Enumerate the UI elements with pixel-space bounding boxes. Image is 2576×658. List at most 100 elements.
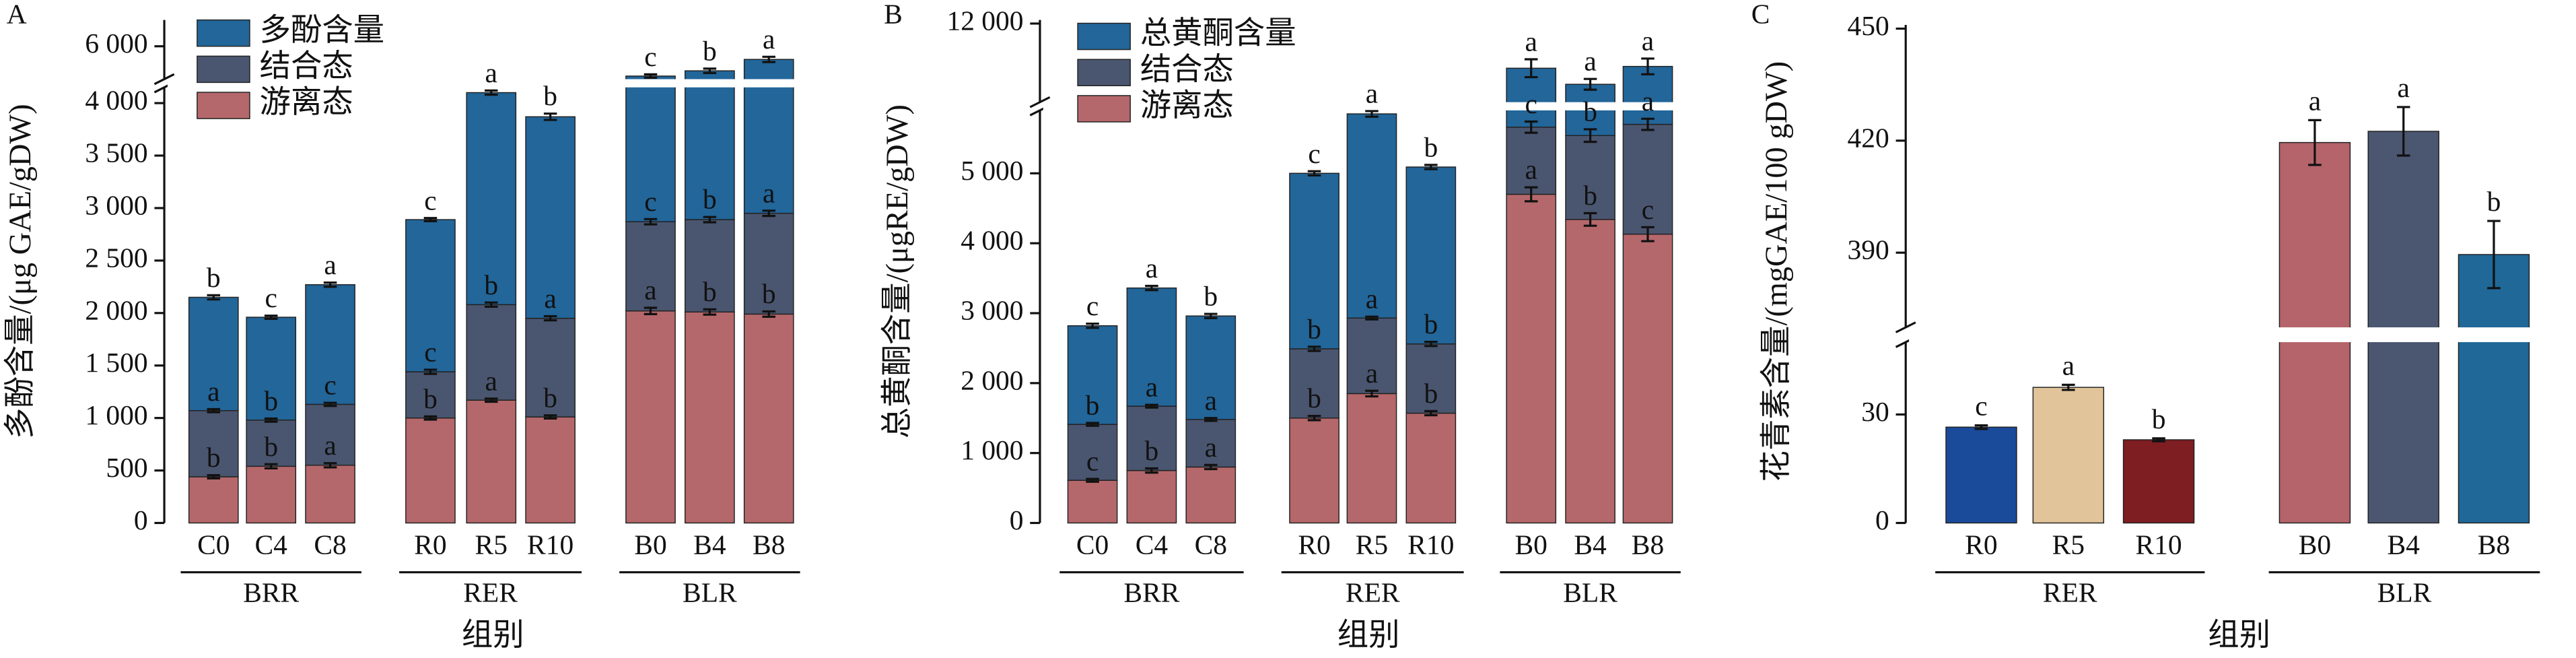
significance-letter: c [1525, 88, 1537, 119]
significance-letter: b [1307, 313, 1321, 344]
x-tick-label: C0 [197, 529, 230, 560]
bar-segment [1622, 233, 1673, 524]
significance-letter: b [264, 431, 278, 462]
x-tick-label: R5 [1356, 529, 1388, 560]
x-tick-label: R0 [414, 529, 446, 560]
significance-letter: a [1146, 372, 1158, 403]
significance-letter: c [424, 337, 436, 368]
y-tick-label: 1 000 [85, 399, 147, 430]
x-tick-label: C4 [255, 529, 288, 560]
bar-segment [1067, 480, 1118, 524]
bar-segment [188, 410, 239, 478]
significance-letter: a [1525, 154, 1537, 185]
bar-segment [1506, 193, 1557, 524]
x-axis-label: 组别 [1337, 618, 1400, 653]
y-tick-label: 390 [1848, 234, 1889, 265]
significance-letter: a [644, 275, 656, 306]
bar-segment [685, 219, 735, 312]
x-tick-label: B8 [1632, 529, 1664, 560]
y-tick-label: 0 [1875, 504, 1889, 535]
y-tick-label: 3 500 [85, 137, 147, 168]
bar-segment [743, 213, 794, 315]
bar-segment [1067, 325, 1118, 425]
significance-letter: a [485, 57, 497, 88]
y-tick-label: 30 [1861, 396, 1889, 427]
significance-letter: b [423, 383, 438, 414]
significance-letter: b [1204, 281, 1218, 312]
break-band [1043, 102, 1687, 110]
y-tick-label: 450 [1848, 10, 1889, 41]
significance-letter: a [1205, 432, 1217, 463]
significance-letter: a [1642, 86, 1654, 117]
significance-letter: a [1642, 26, 1654, 57]
significance-letter: a [1525, 26, 1537, 57]
y-tick-label: 2 000 [85, 294, 147, 325]
significance-letter: a [1146, 253, 1158, 284]
significance-letter: b [1086, 390, 1100, 421]
significance-letter: b [2487, 186, 2501, 217]
legend-swatch [197, 92, 250, 119]
break-band [167, 79, 808, 88]
significance-letter: b [1424, 378, 1438, 409]
bar-segment [525, 416, 576, 524]
bar-segment [188, 296, 239, 412]
significance-letter: c [644, 41, 656, 72]
bar-segment [1126, 287, 1177, 407]
legend-swatch [197, 19, 250, 47]
panel-label: B [884, 0, 903, 29]
significance-letter: c [1642, 194, 1654, 225]
significance-letter: c [1086, 290, 1099, 321]
legend-label: 多酚含量 [260, 13, 384, 48]
significance-letter: b [703, 35, 717, 66]
y-tick-label: 0 [1010, 504, 1024, 535]
group-label: RER [1346, 577, 1400, 607]
significance-letter: a [763, 177, 775, 208]
x-tick-label: B8 [2478, 529, 2510, 560]
bar-segment [1622, 65, 1673, 125]
group-label: BLR [683, 577, 737, 607]
significance-letter: b [1145, 435, 1159, 466]
y-tick-label: 6 000 [85, 28, 147, 59]
x-tick-label: R10 [2135, 529, 2182, 560]
bar-segment [1565, 219, 1615, 524]
significance-letter: a [2309, 85, 2321, 116]
x-tick-label: C8 [1195, 529, 1227, 560]
significance-letter: b [207, 262, 221, 293]
y-tick-label: 12 000 [946, 5, 1023, 36]
bar-segment [246, 420, 297, 467]
axis-break [1029, 96, 1051, 108]
significance-letter: b [207, 442, 221, 473]
bar-segment [405, 219, 456, 372]
bar-segment [625, 75, 676, 222]
bar-segment [625, 221, 676, 312]
x-axis-label: 组别 [462, 618, 524, 653]
bar-segment [525, 116, 576, 319]
bar-segment [685, 311, 735, 524]
legend-swatch [1077, 22, 1131, 51]
bar-segment [685, 70, 735, 220]
bar-segment [743, 313, 794, 524]
panel-label: A [7, 0, 27, 29]
break-band [1909, 327, 2550, 343]
bar-segment [1405, 412, 1457, 524]
legend-swatch [1077, 59, 1131, 87]
significance-letter: c [324, 370, 336, 401]
bar-segment [305, 403, 355, 466]
y-tick-label: 500 [106, 452, 147, 483]
bar-segment [466, 304, 517, 401]
group-label: BRR [243, 577, 299, 607]
significance-letter: b [264, 385, 278, 416]
x-tick-label: C8 [314, 529, 346, 560]
significance-letter: b [703, 184, 717, 215]
y-tick-label: 1 500 [85, 347, 147, 378]
bar-segment [305, 284, 355, 405]
y-tick-label: 0 [134, 504, 148, 535]
y-tick-label: 4 000 [85, 85, 147, 116]
significance-letter: a [1366, 77, 1378, 108]
x-axis-label: 组别 [2208, 618, 2270, 653]
significance-letter: c [265, 282, 277, 313]
bar-segment [1346, 393, 1397, 524]
significance-letter: a [1366, 284, 1378, 315]
